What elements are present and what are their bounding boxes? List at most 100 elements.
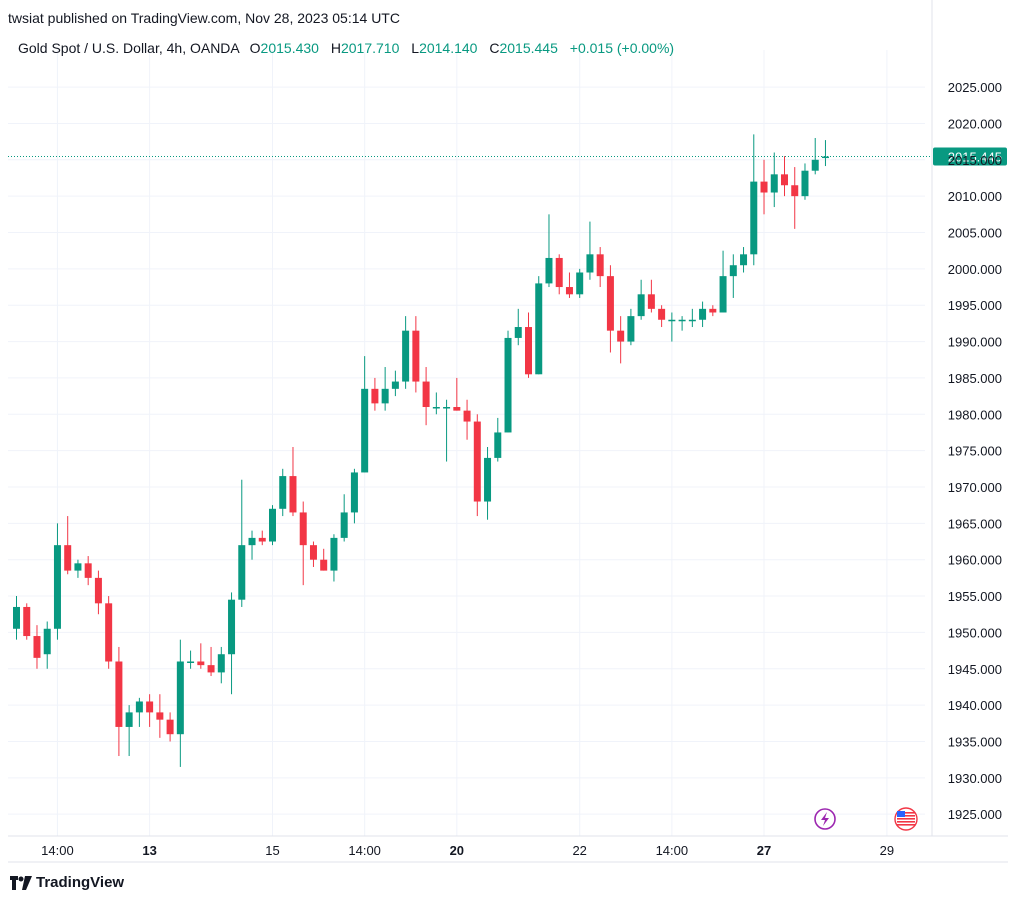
candle xyxy=(770,152,778,208)
candle xyxy=(350,468,358,524)
candle xyxy=(576,268,584,298)
candle-body xyxy=(821,156,829,159)
candle xyxy=(801,163,809,200)
candle-body xyxy=(391,381,399,389)
candle xyxy=(115,646,123,757)
candle-body xyxy=(432,407,440,409)
candle-body xyxy=(811,159,819,171)
candle-body xyxy=(64,545,72,571)
candle xyxy=(688,308,696,328)
candle-body xyxy=(422,381,430,408)
time-tick-label: 29 xyxy=(880,843,894,858)
candle-body xyxy=(770,174,778,193)
candle-body xyxy=(525,327,532,375)
candle-body xyxy=(617,330,625,342)
candle-body xyxy=(146,701,154,713)
candle xyxy=(647,279,655,313)
price-tick-label: 1975.000 xyxy=(948,444,1002,459)
price-tick-label: 2010.000 xyxy=(948,189,1002,204)
candle xyxy=(330,534,338,582)
candle xyxy=(320,548,328,571)
time-tick-label: 14:00 xyxy=(656,843,689,858)
candle xyxy=(299,501,307,586)
lightning-bolt-icon-glyph xyxy=(821,812,829,826)
candle xyxy=(596,247,604,288)
candle xyxy=(719,250,727,313)
candle-body xyxy=(699,308,707,320)
candle-body xyxy=(299,512,307,546)
candle xyxy=(821,140,829,167)
candle xyxy=(166,712,174,742)
candle-body xyxy=(781,174,788,186)
candle-body xyxy=(361,388,369,473)
high-value: 2017.710 xyxy=(340,40,400,56)
us-flag-canton xyxy=(897,811,905,817)
candle xyxy=(525,312,532,378)
price-tick-label: 1925.000 xyxy=(948,807,1002,822)
candle xyxy=(228,592,236,695)
candle xyxy=(422,367,430,426)
candle xyxy=(64,516,72,575)
last-price-label: 2015.445 xyxy=(948,150,1002,165)
candle-body xyxy=(596,254,604,277)
price-tick-label: 2025.000 xyxy=(948,80,1002,95)
candle-body xyxy=(269,508,276,542)
candle xyxy=(371,377,379,411)
candle xyxy=(504,330,512,433)
candle xyxy=(74,559,82,578)
candle xyxy=(197,643,205,669)
candle-body xyxy=(371,388,379,404)
candle-body xyxy=(678,319,686,322)
candle-body xyxy=(135,701,143,713)
us-flag-stripe xyxy=(897,815,915,817)
us-flag-icon[interactable] xyxy=(894,807,918,831)
time-tick-label: 14:00 xyxy=(41,843,74,858)
candle-body xyxy=(320,559,328,571)
candle xyxy=(678,316,686,331)
candle-body xyxy=(740,254,748,266)
candle xyxy=(207,646,215,677)
price-tick-label: 1980.000 xyxy=(948,407,1002,422)
candle xyxy=(94,570,102,615)
candle xyxy=(53,523,61,640)
tradingview-logo[interactable]: TradingView xyxy=(10,874,124,891)
candle-body xyxy=(13,606,20,629)
candle xyxy=(187,650,195,669)
candle-body xyxy=(207,665,215,673)
price-tick-label: 1985.000 xyxy=(948,371,1002,386)
candle xyxy=(627,308,635,346)
close-value: 2015.445 xyxy=(499,40,558,56)
candle-body xyxy=(565,287,573,295)
candle xyxy=(146,694,154,727)
us-flag-stripe xyxy=(897,818,915,820)
candle xyxy=(402,316,410,389)
candle xyxy=(791,167,799,229)
time-tick-label: 20 xyxy=(450,843,464,858)
lightning-bolt-icon[interactable] xyxy=(814,808,836,830)
price-tick-label: 1995.000 xyxy=(948,298,1002,313)
candle xyxy=(269,505,276,546)
candle-body xyxy=(166,719,174,735)
tradingview-logo-icon xyxy=(10,875,32,890)
candle xyxy=(709,305,717,317)
candle xyxy=(340,494,348,542)
candle xyxy=(33,625,41,669)
candle xyxy=(606,265,614,353)
candle-body xyxy=(750,181,758,255)
candle-body xyxy=(217,654,225,673)
symbol-title[interactable]: Gold Spot / U.S. Dollar, 4h, OANDA xyxy=(18,40,240,56)
candle-body xyxy=(627,316,635,342)
candle xyxy=(238,479,246,607)
candle xyxy=(740,247,748,273)
candle xyxy=(84,556,92,586)
candle-body xyxy=(494,432,502,458)
time-axis: 14:00 13 15 14:00 20 22 14:00 27 29 xyxy=(8,835,1008,863)
brand-name: TradingView xyxy=(36,874,125,891)
candle-body xyxy=(248,537,256,546)
price-tick-label: 2000.000 xyxy=(948,262,1002,277)
time-tick-label: 27 xyxy=(757,843,771,858)
candle-body xyxy=(545,257,553,284)
candle-body xyxy=(309,545,317,560)
candle xyxy=(565,272,573,298)
